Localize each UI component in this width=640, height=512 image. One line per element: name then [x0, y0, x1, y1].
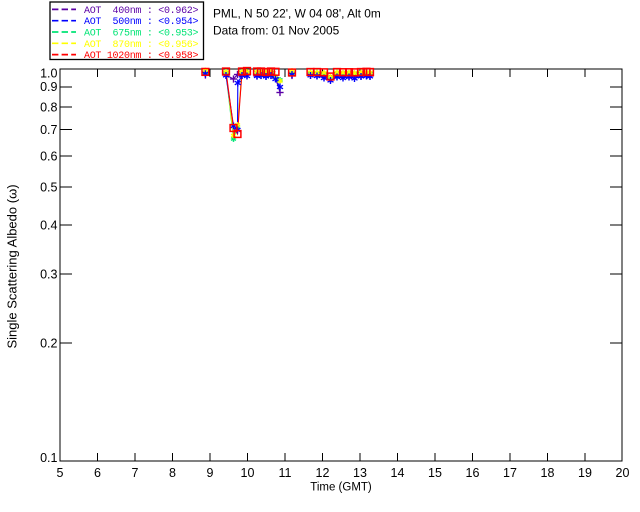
svg-text:14: 14: [391, 466, 405, 480]
svg-text:7: 7: [132, 466, 139, 480]
svg-text:0.8: 0.8: [40, 100, 57, 114]
svg-text:16: 16: [466, 466, 480, 480]
svg-text:0.1: 0.1: [40, 451, 57, 465]
svg-text:0.6: 0.6: [40, 149, 57, 163]
svg-text:15: 15: [428, 466, 442, 480]
svg-text:0.4: 0.4: [40, 218, 57, 232]
svg-text:19: 19: [578, 466, 592, 480]
svg-text:0.2: 0.2: [40, 336, 57, 350]
svg-text:0.7: 0.7: [40, 123, 57, 137]
svg-text:PML, N 50 22', W 04 08', Alt 0: PML, N 50 22', W 04 08', Alt 0m: [213, 7, 381, 21]
svg-text:20: 20: [616, 466, 630, 480]
svg-text:AOT 870nm : <0.956>: AOT 870nm : <0.956>: [84, 40, 199, 51]
svg-text:6: 6: [94, 466, 101, 480]
svg-text:11: 11: [279, 466, 292, 480]
svg-text:12: 12: [316, 466, 330, 480]
svg-text:AOT 675nm : <0.953>: AOT 675nm : <0.953>: [84, 29, 199, 40]
svg-text:AOT 500nm : <0.954>: AOT 500nm : <0.954>: [84, 17, 199, 28]
svg-text:0.3: 0.3: [40, 267, 57, 281]
svg-text:1.0: 1.0: [40, 66, 57, 80]
svg-text:0.5: 0.5: [40, 180, 57, 194]
svg-text:5: 5: [57, 466, 64, 480]
svg-text:AOT 1020nm : <0.958>: AOT 1020nm : <0.958>: [84, 51, 199, 62]
svg-text:10: 10: [241, 466, 255, 480]
svg-text:18: 18: [541, 466, 555, 480]
svg-text:8: 8: [169, 466, 176, 480]
svg-text:9: 9: [207, 466, 214, 480]
svg-text:Time (GMT): Time (GMT): [310, 482, 372, 494]
svg-text:AOT 400nm : <0.962>: AOT 400nm : <0.962>: [84, 6, 199, 17]
svg-text:Data from: 01 Nov 2005: Data from: 01 Nov 2005: [213, 24, 340, 38]
svg-text:Single Scattering Albedo (ω): Single Scattering Albedo (ω): [5, 184, 20, 348]
svg-text:17: 17: [503, 466, 517, 480]
svg-text:13: 13: [353, 466, 367, 480]
svg-text:0.9: 0.9: [40, 80, 57, 94]
